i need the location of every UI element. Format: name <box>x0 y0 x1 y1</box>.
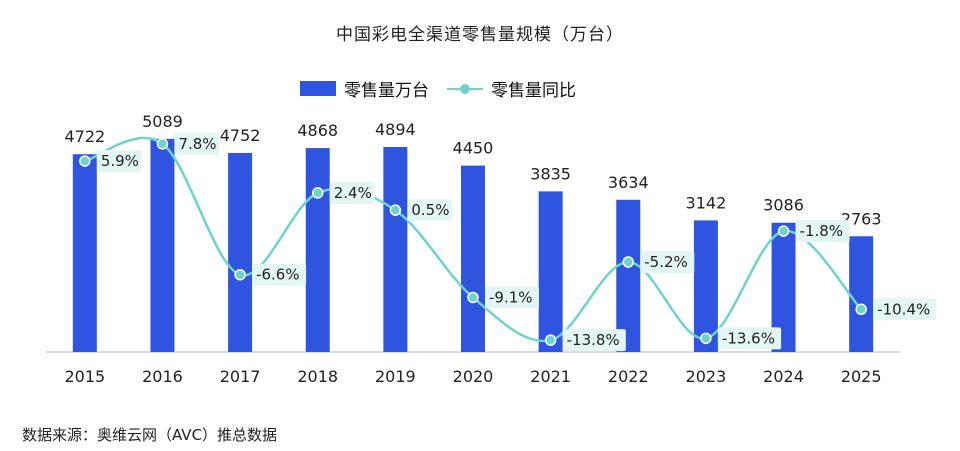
yoy-label-bg <box>252 263 307 286</box>
bar <box>616 199 641 352</box>
yoy-label-bg <box>174 132 220 155</box>
x-tick-label: 2017 <box>220 367 261 386</box>
yoy-point <box>700 332 712 345</box>
yoy-point <box>234 268 246 281</box>
bar <box>849 236 874 352</box>
bar-value-label: 2763 <box>841 209 882 228</box>
yoy-point <box>855 303 867 316</box>
legend-swatch-line <box>447 81 483 96</box>
yoy-value-label: -1.8% <box>800 222 844 240</box>
x-tick-label: 2022 <box>608 367 649 386</box>
yoy-value-label: -10.4% <box>877 300 930 318</box>
yoy-value-label: 2.4% <box>334 184 372 202</box>
bar <box>150 138 175 352</box>
yoy-label-bg <box>795 220 850 243</box>
yoy-label-bg <box>562 329 626 352</box>
yoy-value-label: -9.1% <box>489 288 533 306</box>
bar-value-label: 5089 <box>142 112 183 131</box>
yoy-point <box>389 204 402 216</box>
yoy-point <box>156 138 169 150</box>
legend-item-bar: 零售量万台 <box>300 76 429 101</box>
yoy-point <box>777 225 790 237</box>
yoy-point <box>544 334 557 346</box>
x-tick-label: 2024 <box>763 367 804 386</box>
yoy-label-bg <box>407 199 453 222</box>
bar-value-label: 4752 <box>220 126 261 145</box>
bar-value-label: 3835 <box>530 164 571 183</box>
bar <box>228 152 253 352</box>
x-tick-label: 2025 <box>841 367 882 386</box>
bar <box>72 154 97 352</box>
bar <box>461 165 485 352</box>
x-tick-label: 2015 <box>64 367 105 386</box>
bar <box>538 191 563 352</box>
yoy-label-bg <box>640 251 695 273</box>
yoy-label-bg <box>96 150 142 173</box>
bar-value-label: 3142 <box>686 193 727 212</box>
x-tick-label: 2018 <box>297 367 338 386</box>
legend-item-line: 零售量同比 <box>447 76 576 101</box>
yoy-value-label: -6.6% <box>256 266 300 284</box>
yoy-label-bg <box>717 327 782 350</box>
x-tick-label: 2023 <box>686 367 727 386</box>
yoy-point <box>467 291 479 304</box>
yoy-point <box>311 187 324 199</box>
yoy-label-bg <box>329 181 375 204</box>
chart-legend: 零售量万台 零售量同比 <box>300 76 594 101</box>
legend-swatch-bar <box>300 81 336 96</box>
bar-value-label: 4894 <box>375 120 416 139</box>
chart-title: 中国彩电全渠道零售量规模（万台） <box>336 25 624 45</box>
yoy-label-bg <box>873 298 937 321</box>
x-tick-label: 2016 <box>142 367 183 386</box>
yoy-value-label: -13.6% <box>722 329 775 347</box>
bar-value-label: 4722 <box>64 127 105 146</box>
yoy-point <box>622 256 635 268</box>
bar-value-label: 3086 <box>763 196 804 215</box>
bar-value-label: 4450 <box>453 139 494 158</box>
legend-label-line: 零售量同比 <box>491 81 576 101</box>
bar-value-label: 3634 <box>608 173 649 192</box>
source-note: 数据来源：奥维云网（AVC）推总数据 <box>22 426 278 444</box>
bar <box>305 148 330 352</box>
yoy-label-bg <box>485 286 539 309</box>
yoy-value-label: -13.8% <box>567 331 620 349</box>
bar <box>383 147 408 352</box>
yoy-value-label: 7.8% <box>178 135 216 153</box>
yoy-value-label: -5.2% <box>644 253 688 271</box>
yoy-value-label: 0.5% <box>411 201 449 219</box>
bar-value-label: 4868 <box>297 121 338 140</box>
x-tick-label: 2019 <box>375 367 416 386</box>
x-tick-label: 2020 <box>453 367 494 386</box>
legend-label-bar: 零售量万台 <box>344 81 429 101</box>
yoy-point <box>79 155 91 167</box>
x-tick-label: 2021 <box>530 367 571 386</box>
bar <box>693 220 718 352</box>
yoy-value-label: 5.9% <box>101 152 139 170</box>
